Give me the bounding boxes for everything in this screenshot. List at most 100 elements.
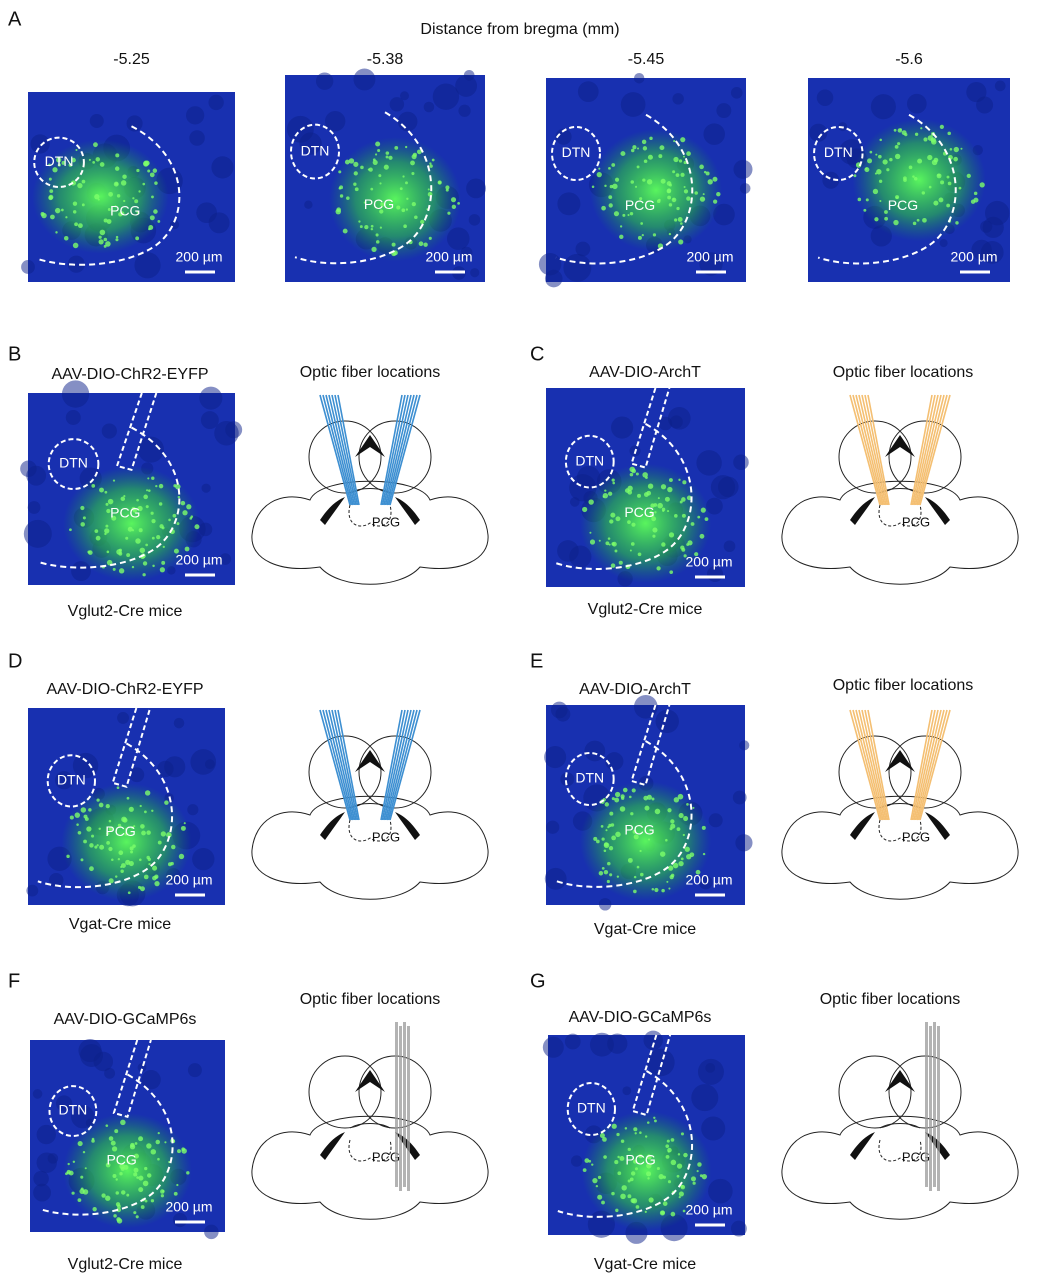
cell (630, 549, 632, 551)
cell (176, 1184, 178, 1186)
cell (670, 875, 674, 879)
cell (109, 878, 114, 883)
brain-schematic: PCG (782, 710, 1018, 899)
cell (940, 180, 944, 184)
tissue-speck (809, 124, 827, 142)
cell (134, 1168, 139, 1173)
cell (100, 230, 106, 236)
tissue-speck (188, 1063, 202, 1077)
dtn-label: DTN (45, 153, 74, 169)
cell (682, 480, 686, 484)
cell (121, 180, 126, 185)
cell (77, 183, 82, 188)
cell (627, 520, 631, 524)
label-glow (852, 119, 985, 241)
label-glow (590, 129, 722, 251)
cell (164, 800, 168, 804)
cell (144, 1167, 147, 1170)
cell (649, 1197, 654, 1202)
cell (705, 517, 709, 521)
brain-outline (782, 481, 1018, 584)
cell (598, 1176, 601, 1179)
cell (661, 542, 665, 546)
cell (73, 210, 76, 213)
cell (170, 862, 173, 865)
cell (611, 163, 615, 167)
optic-fiber (925, 1022, 928, 1187)
cell (396, 206, 400, 210)
schematic-title: Optic fiber locations (833, 677, 974, 694)
cell (83, 1151, 85, 1153)
cell (701, 508, 706, 513)
cell (627, 214, 629, 216)
cell (874, 217, 878, 221)
cell (452, 205, 456, 209)
cell (938, 197, 943, 202)
cell (645, 1135, 647, 1137)
cell (597, 172, 602, 177)
pcg-label: PCG (106, 1152, 136, 1168)
cell (971, 199, 975, 203)
cell (136, 1176, 139, 1179)
tissue-speck (940, 239, 948, 247)
cell (340, 194, 343, 197)
cell (621, 1185, 626, 1190)
cell (335, 209, 341, 215)
cell (663, 1176, 666, 1179)
cell (65, 1172, 68, 1175)
cell (697, 1170, 699, 1172)
cell (138, 1136, 143, 1141)
cell (589, 532, 591, 534)
cell (592, 185, 595, 188)
cell (614, 211, 619, 216)
cell (686, 854, 691, 859)
cell (405, 181, 408, 184)
cell (654, 888, 658, 892)
cell (645, 1211, 647, 1213)
brain-schematic: PCG (782, 395, 1018, 584)
cell (413, 153, 417, 157)
cell (101, 1193, 105, 1197)
cell (162, 526, 165, 529)
pcg-label: PCG (625, 1152, 655, 1168)
cell (364, 225, 368, 229)
tissue-speck (708, 1179, 733, 1204)
tissue-speck (26, 885, 38, 897)
cell (400, 187, 403, 190)
cell (105, 1124, 108, 1127)
tissue-speck (90, 114, 104, 128)
cell (947, 176, 950, 179)
cell (898, 128, 902, 132)
cell (138, 886, 141, 889)
cell (631, 1198, 636, 1203)
cell (105, 525, 108, 528)
tissue-speck (129, 767, 144, 782)
dtn-label: DTN (57, 772, 86, 788)
cell (700, 534, 705, 539)
cell (621, 1140, 624, 1143)
optic-fiber (407, 1026, 410, 1191)
aqueduct (355, 1070, 385, 1092)
tissue-speck (735, 834, 752, 851)
aqueduct (355, 435, 385, 457)
cell (358, 220, 360, 222)
cell (909, 166, 913, 170)
scale-label: 200 µm (426, 249, 473, 265)
cell (346, 196, 350, 200)
tissue-speck (546, 821, 559, 834)
cell (168, 519, 171, 522)
cell (55, 208, 60, 213)
cell (601, 825, 604, 828)
schematic-title: Optic fiber locations (820, 991, 961, 1008)
cell (639, 1131, 642, 1134)
cell (920, 127, 922, 129)
cell (75, 149, 77, 151)
cell (628, 858, 633, 863)
cell (173, 514, 177, 518)
cell (673, 140, 675, 142)
tissue-speck (316, 72, 333, 89)
cell (671, 1212, 676, 1217)
cell (619, 1156, 624, 1161)
cell (135, 236, 139, 240)
cell (92, 1207, 96, 1211)
